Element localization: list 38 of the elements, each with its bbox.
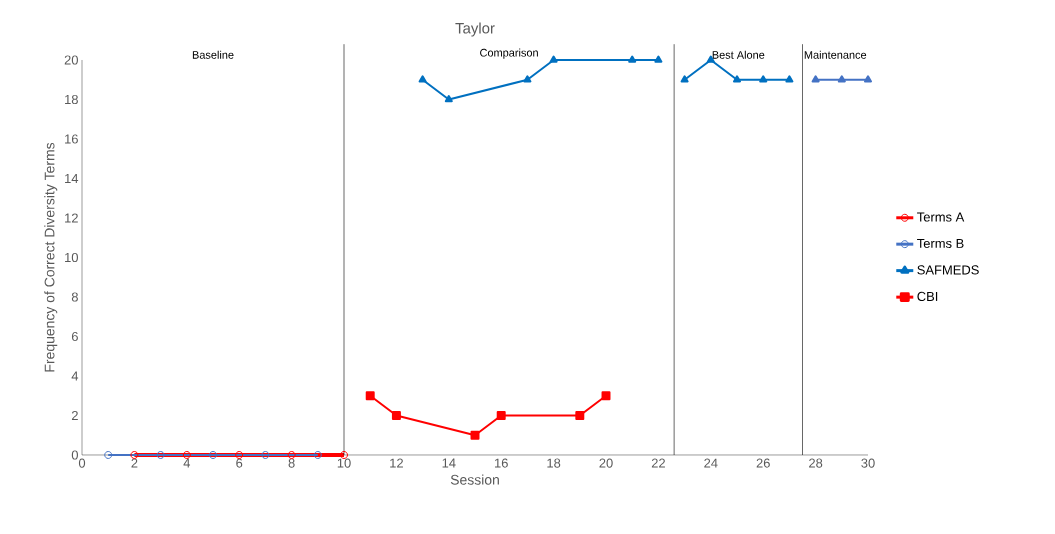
- chart-title: Taylor: [455, 22, 495, 37]
- y-tick-label: 16: [65, 134, 78, 144]
- x-tick-label: 12: [390, 458, 403, 468]
- x-tick-label: 22: [651, 458, 665, 468]
- x-axis-title: Session: [450, 474, 499, 485]
- x-tick-label: 30: [861, 458, 875, 468]
- y-axis-title: Frequency of Correct Diversity Terms: [44, 142, 58, 372]
- x-tick-label: 16: [494, 458, 508, 468]
- legend-label: SAFMEDS: [917, 265, 979, 275]
- x-tick-label: 20: [599, 458, 613, 468]
- y-tick-label: 12: [65, 213, 78, 223]
- x-tick-label: 14: [442, 458, 456, 468]
- x-tick-label: 26: [756, 458, 770, 468]
- text: Baseline: [192, 50, 234, 59]
- x-tick-label: 2: [131, 458, 138, 468]
- y-tick-label: 10: [65, 252, 78, 263]
- y-tick-label: 20: [64, 55, 78, 65]
- x-tick-label: 0: [78, 458, 86, 468]
- x-tick-label: 24: [704, 458, 718, 468]
- y-tick-label: 18: [65, 94, 78, 105]
- y-tick-label: 0: [71, 450, 78, 460]
- x-tick-label: 8: [288, 458, 295, 468]
- x-tick-label: 6: [236, 458, 243, 468]
- legend-label: Terms B: [917, 238, 964, 248]
- y-tick-label: 14: [65, 174, 79, 183]
- y-tick-label: 6: [71, 331, 78, 342]
- legend-label: CBI: [917, 291, 938, 302]
- text: Maintenance: [804, 50, 867, 59]
- y-tick-label: 4: [71, 371, 79, 381]
- x-tick-label: 18: [547, 458, 561, 468]
- x-tick-label: 10: [337, 458, 351, 468]
- x-tick-label: 28: [809, 458, 823, 468]
- y-tick-label: 2: [71, 410, 78, 421]
- legend-label: Terms A: [917, 212, 965, 222]
- text: Comparison: [480, 48, 538, 59]
- text: Best Alone: [712, 50, 765, 59]
- y-tick-label: 8: [71, 292, 78, 302]
- x-tick-label: 4: [183, 458, 191, 468]
